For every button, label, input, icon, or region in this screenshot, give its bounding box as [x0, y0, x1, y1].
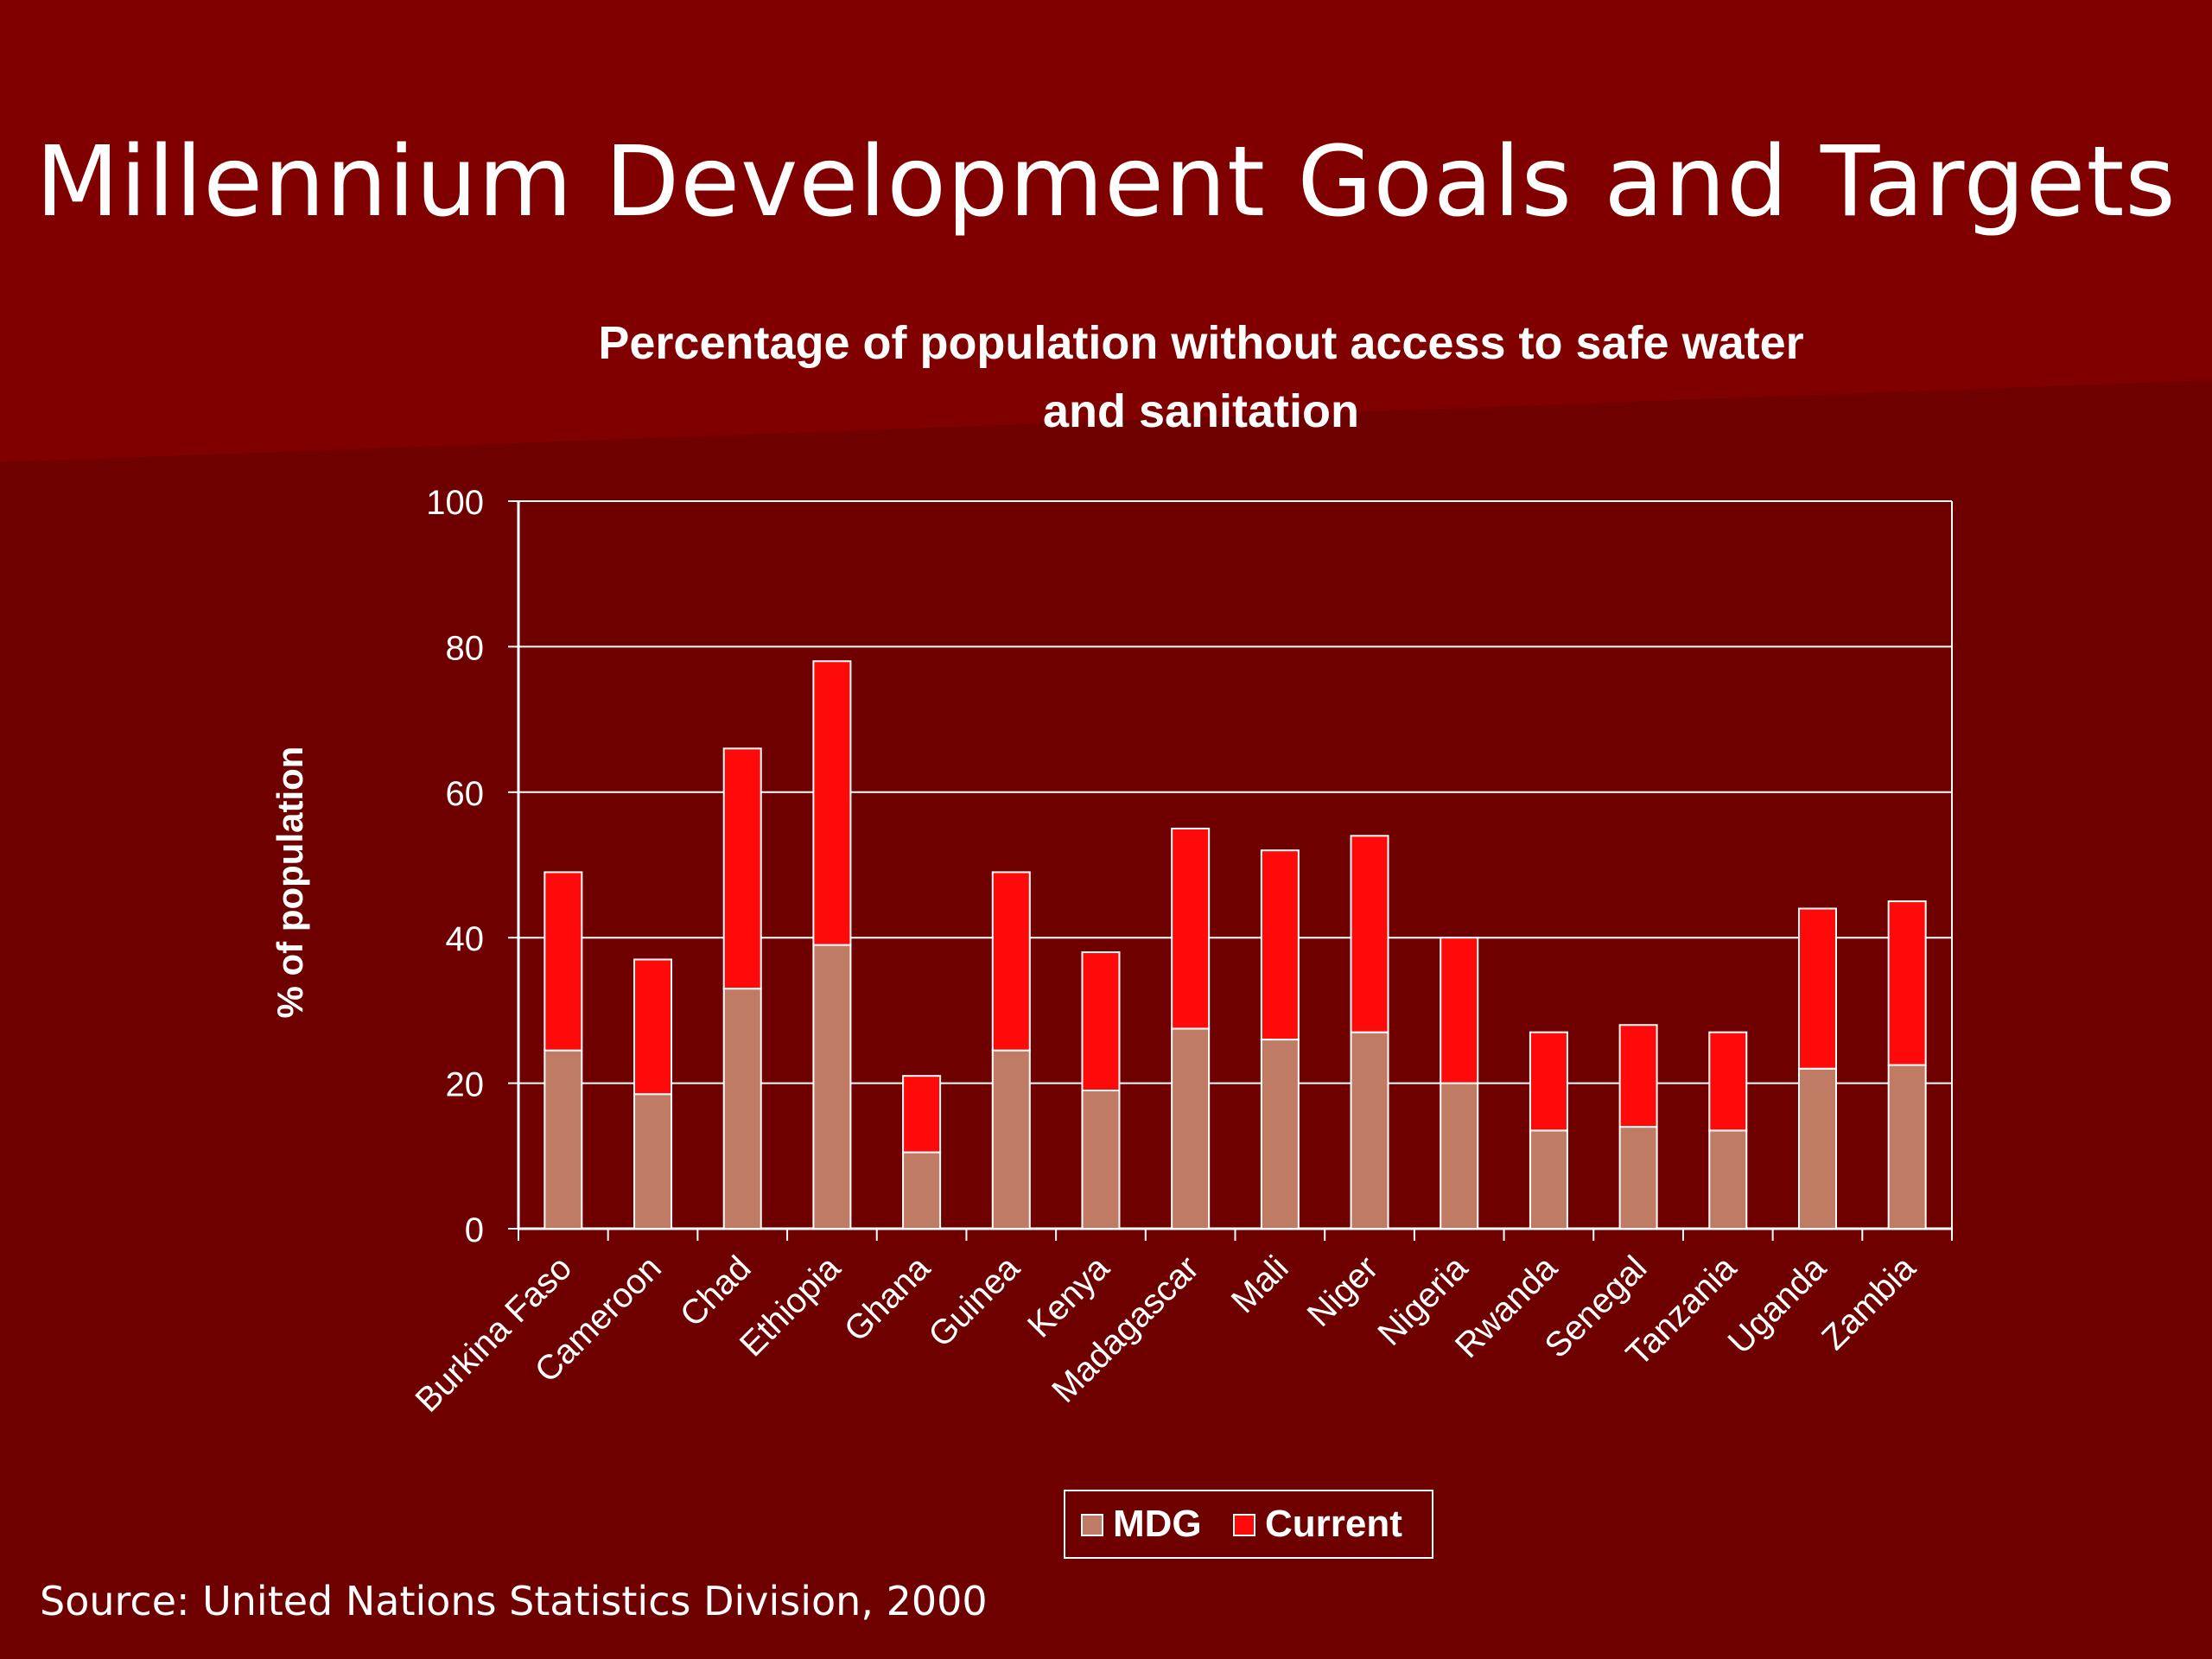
bar-mdg: [1618, 1126, 1658, 1230]
bar-current: [902, 1075, 942, 1154]
legend-box: [1064, 1490, 1433, 1559]
y-tick-label: 100: [426, 484, 484, 522]
bar-current: [1797, 907, 1837, 1070]
y-tick-label: 40: [446, 920, 485, 958]
y-tick-label: 80: [446, 629, 485, 667]
bar-mdg: [1440, 1082, 1479, 1230]
legend-label-current: Current: [1265, 1503, 1402, 1545]
bar-current: [543, 871, 583, 1052]
x-tick-label: Chad: [673, 1249, 759, 1334]
bar-mdg: [812, 944, 852, 1230]
bar-current: [633, 958, 673, 1096]
y-tick-label: 60: [446, 775, 485, 813]
x-tick-label: Uganda: [1721, 1249, 1834, 1362]
x-tick-label: Mali: [1224, 1249, 1296, 1320]
chart-title-line: Percentage of population without access …: [598, 317, 1803, 369]
bar-mdg: [1529, 1129, 1568, 1230]
y-tick-label: 20: [446, 1066, 485, 1104]
x-tick-label: Burkina Faso: [408, 1249, 579, 1420]
bar-mdg: [543, 1049, 583, 1230]
y-axis-label: % of population: [270, 747, 310, 1019]
bar-mdg: [1081, 1090, 1121, 1230]
x-tick-label: Niger: [1300, 1249, 1386, 1334]
bar-current: [722, 747, 762, 990]
bar-mdg: [633, 1093, 673, 1230]
legend-swatch-mdg: [1081, 1514, 1103, 1536]
legend-swatch-current: [1233, 1514, 1255, 1536]
y-tick-label: 0: [465, 1211, 484, 1249]
x-tick-label: Guinea: [921, 1249, 1027, 1355]
bar-current: [1440, 937, 1479, 1084]
bar-mdg: [1797, 1067, 1837, 1230]
bar-current: [1260, 849, 1300, 1041]
bar-current: [1171, 827, 1211, 1030]
bar-current: [1618, 1024, 1658, 1128]
source-note: Source: United Nations Statistics Divisi…: [40, 1578, 988, 1624]
bar-mdg: [1350, 1031, 1389, 1230]
bar-mdg: [1260, 1039, 1300, 1230]
bar-current: [991, 871, 1031, 1052]
slide-title: Millennium Development Goals and Targets: [35, 126, 2177, 238]
x-tick-label: Ghana: [837, 1249, 938, 1350]
x-tick-label: Zambia: [1815, 1249, 1923, 1357]
bar-mdg: [902, 1151, 942, 1230]
bar-mdg: [722, 988, 762, 1230]
bar-current: [1887, 900, 1927, 1066]
bar-mdg: [1887, 1064, 1927, 1230]
bar-current: [1081, 951, 1121, 1092]
legend-label-mdg: MDG: [1113, 1503, 1202, 1545]
bar-current: [1708, 1031, 1748, 1132]
x-tick-label: Ethiopia: [733, 1249, 849, 1364]
bar-current: [1529, 1031, 1568, 1132]
bar-mdg: [1171, 1027, 1211, 1230]
bar-current: [1350, 835, 1389, 1033]
bar-current: [812, 660, 852, 946]
bar-mdg: [1708, 1129, 1748, 1230]
chart-title-line: and sanitation: [1043, 385, 1359, 437]
bar-mdg: [991, 1049, 1031, 1230]
